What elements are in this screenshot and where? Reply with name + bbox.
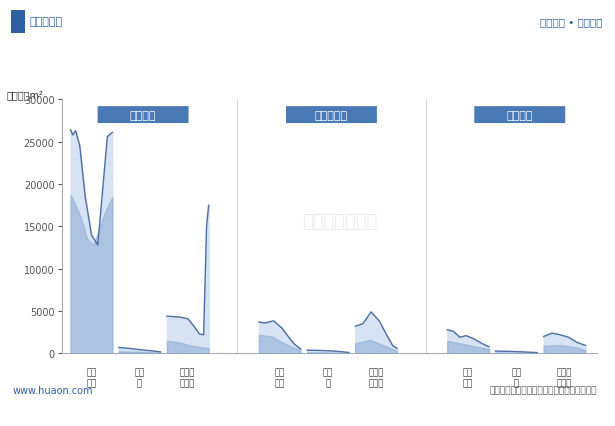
Text: 办公
楼: 办公 楼 — [135, 368, 145, 387]
Text: 办公
楼: 办公 楼 — [511, 368, 522, 387]
FancyBboxPatch shape — [98, 107, 189, 124]
Text: 办公
楼: 办公 楼 — [323, 368, 333, 387]
Text: 商品
住宅: 商品 住宅 — [86, 368, 97, 387]
Text: 专业严谨 • 客观科学: 专业严谨 • 客观科学 — [540, 17, 603, 27]
Text: 数据来源：国家统计局，华经产业研究院整理: 数据来源：国家统计局，华经产业研究院整理 — [489, 386, 597, 394]
FancyBboxPatch shape — [286, 107, 377, 124]
Text: 商业营
业用房: 商业营 业用房 — [557, 368, 572, 387]
Text: 华经情报网: 华经情报网 — [30, 17, 63, 27]
Text: 竣工面积: 竣工面积 — [507, 110, 533, 120]
Text: 商业营
业用房: 商业营 业用房 — [368, 368, 384, 387]
Text: 商品
住宅: 商品 住宅 — [275, 368, 285, 387]
Text: 华经产业研究院: 华经产业研究院 — [302, 213, 378, 231]
FancyBboxPatch shape — [11, 11, 25, 34]
Text: 施工面积: 施工面积 — [130, 110, 156, 120]
Text: 商品
住宅: 商品 住宅 — [463, 368, 474, 387]
Text: www.huaon.com: www.huaon.com — [12, 385, 93, 395]
FancyBboxPatch shape — [474, 107, 565, 124]
Text: 单位：万m²: 单位：万m² — [6, 90, 43, 100]
Text: 商业营
业用房: 商业营 业用房 — [180, 368, 196, 387]
Text: 2016-2024年1-7月辽宁省房地产施工面积情况: 2016-2024年1-7月辽宁省房地产施工面积情况 — [173, 60, 442, 78]
Text: 新开工面积: 新开工面积 — [315, 110, 348, 120]
